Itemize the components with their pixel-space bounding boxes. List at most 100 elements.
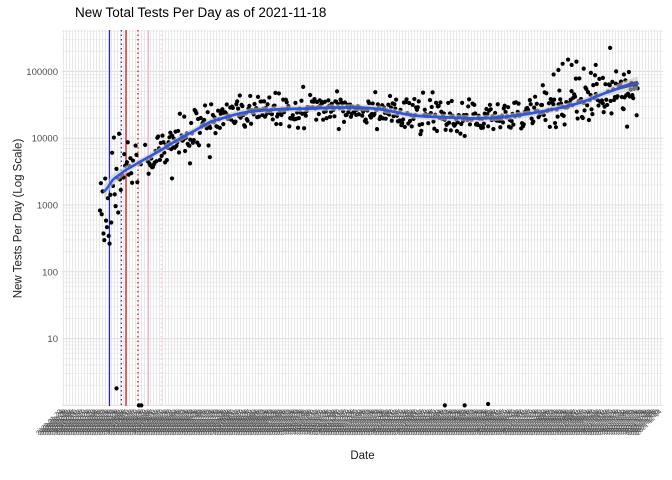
scatter-point bbox=[585, 103, 590, 108]
scatter-point bbox=[532, 94, 538, 99]
scatter-point bbox=[113, 203, 118, 209]
scatter-point bbox=[164, 157, 169, 163]
scatter-point bbox=[626, 69, 631, 75]
scatter-point bbox=[240, 104, 245, 109]
scatter-point bbox=[487, 102, 493, 107]
scatter-point bbox=[596, 103, 601, 108]
scatter-point bbox=[586, 117, 592, 123]
scatter-point bbox=[207, 155, 212, 160]
scatter-point bbox=[625, 124, 630, 129]
scatter-point bbox=[415, 105, 420, 110]
scatter-point bbox=[449, 98, 454, 104]
scatter-point bbox=[116, 131, 122, 136]
scatter-point bbox=[209, 102, 214, 107]
scatter-point bbox=[407, 100, 412, 106]
scatter-point bbox=[284, 100, 289, 105]
scatter-point bbox=[332, 114, 337, 119]
y-tick-label: 10000 bbox=[32, 134, 58, 145]
scatter-point bbox=[562, 122, 567, 127]
scatter-point bbox=[191, 137, 196, 143]
scatter-point bbox=[569, 89, 574, 94]
scatter-point bbox=[134, 152, 139, 157]
scatter-point bbox=[443, 127, 448, 132]
scatter-point bbox=[460, 100, 465, 105]
scatter-point bbox=[481, 121, 486, 126]
scatter-point bbox=[582, 108, 587, 113]
scatter-point bbox=[572, 94, 578, 99]
scatter-point bbox=[573, 76, 578, 81]
scatter-point bbox=[422, 107, 427, 112]
scatter-point bbox=[430, 90, 435, 95]
scatter-point bbox=[486, 124, 491, 129]
scatter-point bbox=[372, 112, 377, 117]
scatter-point bbox=[544, 91, 549, 96]
scatter-point bbox=[462, 403, 467, 408]
scatter-point bbox=[429, 104, 434, 110]
x-axis-title: Date bbox=[350, 450, 375, 462]
scatter-point bbox=[273, 90, 278, 95]
scatter-point bbox=[472, 102, 477, 107]
scatter-point bbox=[631, 96, 636, 101]
scatter-point bbox=[143, 142, 148, 148]
scatter-point bbox=[187, 143, 192, 148]
scatter-point bbox=[187, 161, 193, 166]
scatter-point bbox=[237, 93, 242, 98]
scatter-point bbox=[574, 109, 579, 114]
scatter-point bbox=[604, 97, 609, 102]
scatter-point bbox=[189, 120, 194, 126]
scatter-point bbox=[591, 83, 596, 88]
scatter-point bbox=[202, 103, 208, 108]
scatter-point bbox=[182, 114, 187, 119]
scatter-point bbox=[139, 403, 144, 408]
scatter-point bbox=[124, 160, 130, 165]
scatter-point bbox=[581, 66, 586, 71]
scatter-point bbox=[99, 212, 104, 217]
scatter-point bbox=[336, 126, 341, 132]
scatter-point bbox=[161, 140, 166, 145]
scatter-point bbox=[588, 70, 593, 75]
scatter-point bbox=[375, 102, 380, 107]
scatter-point bbox=[427, 97, 433, 103]
scatter-point bbox=[508, 125, 513, 130]
scatter-point bbox=[597, 76, 602, 81]
scatter-point bbox=[605, 102, 610, 108]
scatter-point bbox=[230, 105, 235, 110]
scatter-point bbox=[112, 192, 117, 197]
scatter-point bbox=[467, 122, 473, 127]
scatter-point bbox=[197, 130, 202, 135]
scatter-point bbox=[386, 102, 391, 107]
scatter-point bbox=[434, 128, 440, 134]
scatter-point bbox=[584, 86, 589, 92]
scatter-point bbox=[609, 111, 614, 116]
scatter-point bbox=[459, 121, 464, 127]
scatter-point bbox=[420, 121, 425, 127]
scatter-point bbox=[206, 143, 211, 148]
scatter-point bbox=[133, 143, 138, 148]
scatter-point bbox=[293, 100, 298, 105]
scatter-point bbox=[555, 114, 560, 119]
scatter-point bbox=[107, 241, 112, 246]
scatter-point bbox=[235, 106, 241, 111]
scatter-point bbox=[420, 90, 426, 95]
scatter-point bbox=[594, 81, 599, 87]
scatter-point bbox=[511, 122, 516, 127]
scatter-point bbox=[341, 119, 347, 124]
scatter-point bbox=[248, 93, 253, 99]
scatter-point bbox=[324, 116, 329, 121]
scatter-point bbox=[114, 386, 119, 391]
scatter-point bbox=[235, 99, 240, 104]
scatter-point bbox=[601, 110, 606, 115]
scatter-point bbox=[130, 158, 136, 163]
scatter-point bbox=[402, 124, 407, 130]
scatter-point bbox=[301, 84, 306, 89]
scatter-point bbox=[438, 100, 443, 105]
scatter-point bbox=[394, 97, 399, 102]
scatter-point bbox=[565, 57, 571, 62]
scatter-point bbox=[174, 143, 179, 148]
scatter-point bbox=[279, 112, 284, 118]
scatter-point bbox=[621, 72, 627, 77]
scatter-point bbox=[370, 101, 375, 106]
y-tick-label: 10 bbox=[47, 334, 58, 345]
scatter-point bbox=[188, 137, 193, 142]
scatter-point bbox=[491, 126, 496, 132]
